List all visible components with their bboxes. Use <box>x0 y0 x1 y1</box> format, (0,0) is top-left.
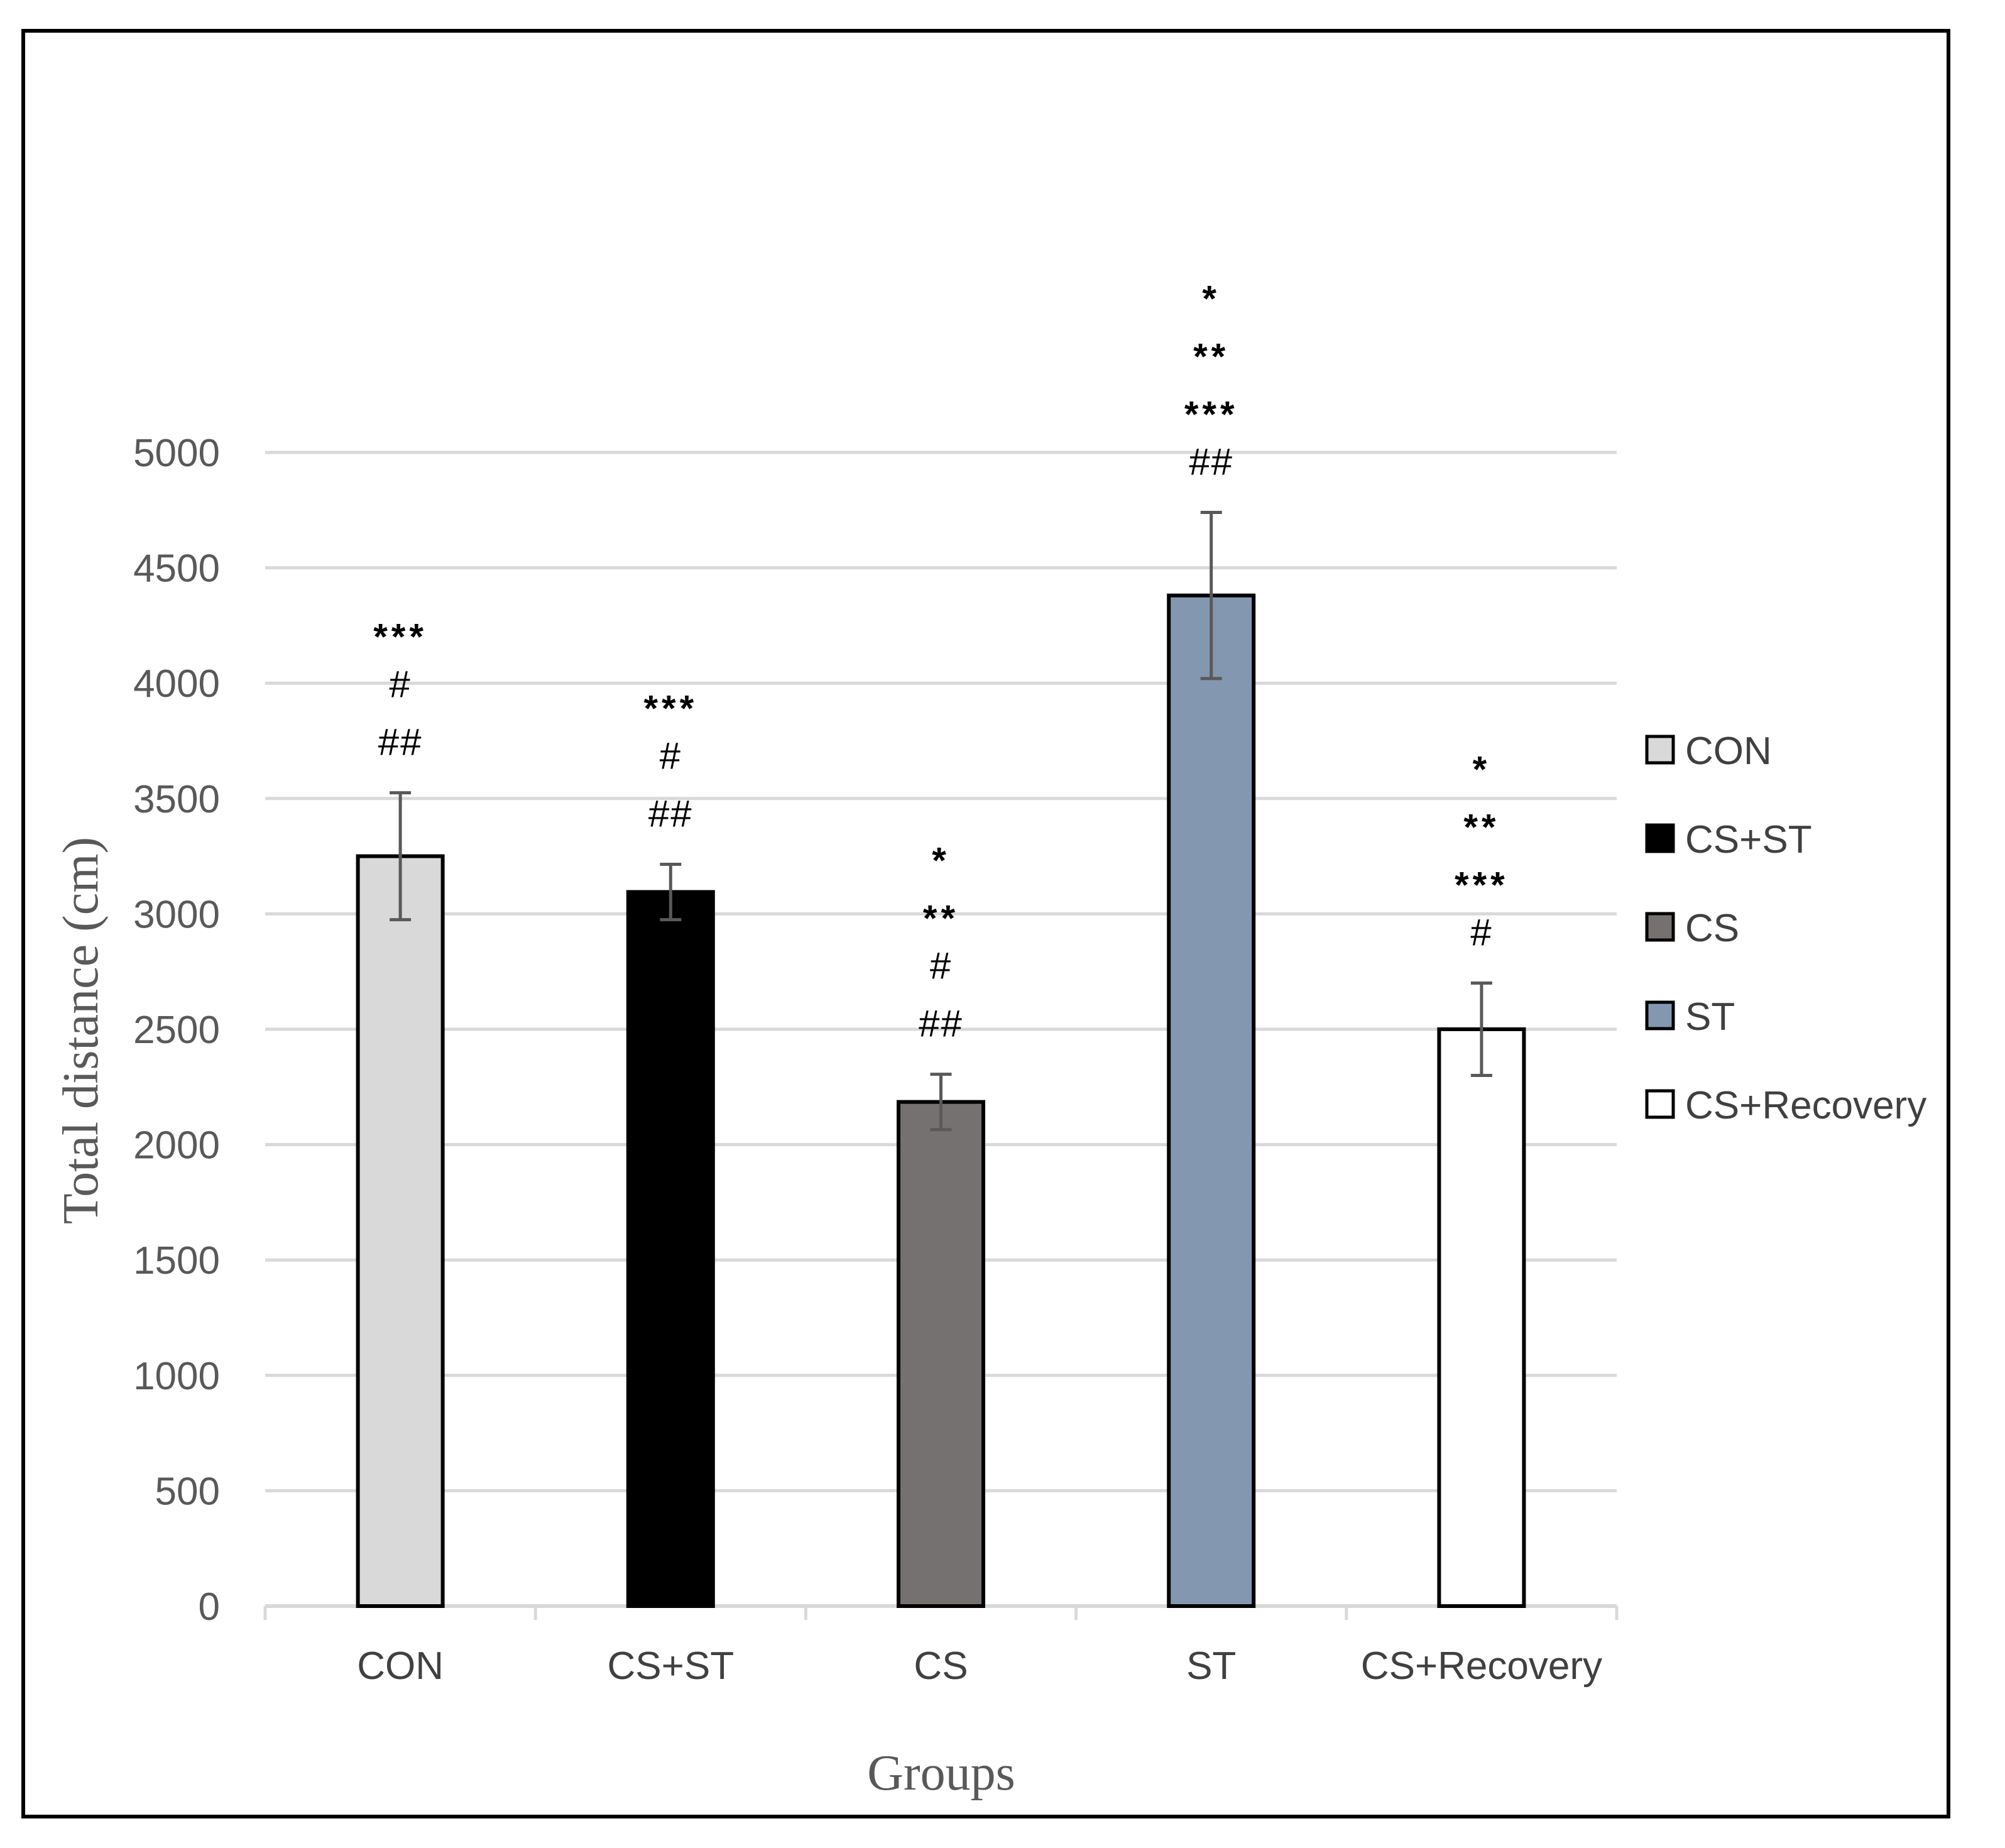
significance-label: ** <box>1193 336 1229 377</box>
bars <box>356 593 1526 1609</box>
significance-label: ## <box>1189 440 1233 483</box>
significance-annotations: ###***###***###***##******#****** <box>373 278 1509 1045</box>
y-tick-label: 500 <box>155 1470 220 1513</box>
bar-con <box>356 854 445 1608</box>
figure-frame <box>21 29 1950 1818</box>
gridlines <box>265 451 1617 1492</box>
y-tick-label: 5000 <box>133 432 220 475</box>
legend-swatch <box>1645 912 1675 942</box>
error-bars <box>390 510 1492 1132</box>
legend-label: CS <box>1685 907 1739 950</box>
category-label: CS <box>914 1644 968 1688</box>
significance-label: # <box>660 735 682 777</box>
y-tick-label: 1500 <box>133 1239 220 1282</box>
y-tick-label: 3000 <box>133 893 220 936</box>
legend-swatch <box>1645 735 1675 765</box>
bar-cs-st <box>626 890 715 1608</box>
bar-st <box>1167 593 1256 1609</box>
legend-swatch <box>1645 1000 1675 1031</box>
y-tick-label: 2500 <box>133 1009 220 1052</box>
legend: CON CS+ST CS ST CS+Recovery <box>1645 730 1926 1127</box>
x-axis <box>263 1604 1619 1620</box>
x-axis-title: Groups <box>867 1746 1015 1801</box>
bar-cs-recovery <box>1437 1027 1526 1608</box>
significance-label: ## <box>378 721 423 763</box>
significance-label: # <box>389 664 411 706</box>
y-tick-label: 1000 <box>133 1355 220 1398</box>
legend-swatch <box>1645 823 1675 853</box>
significance-label: ## <box>648 792 693 834</box>
significance-label: # <box>1470 912 1492 954</box>
significance-label: * <box>932 841 950 882</box>
y-tick-label: 2000 <box>133 1124 220 1167</box>
y-tick-label: 3500 <box>133 778 220 821</box>
y-tick-label: 4500 <box>133 547 220 591</box>
significance-label: ## <box>919 1003 963 1045</box>
significance-label: # <box>930 945 952 987</box>
category-label: ST <box>1186 1644 1236 1688</box>
significance-label: *** <box>1184 394 1238 435</box>
legend-label: CON <box>1685 730 1772 773</box>
legend-label: ST <box>1685 995 1735 1039</box>
significance-label: *** <box>373 617 427 658</box>
significance-label: * <box>1202 278 1220 319</box>
legend-swatch <box>1645 1089 1675 1119</box>
category-labels: CON CS+ST CS ST CS+Recovery <box>357 1644 1602 1688</box>
significance-label: *** <box>643 688 697 729</box>
legend-label: CS+Recovery <box>1685 1084 1926 1127</box>
y-axis-title: Total distance (cm) <box>53 837 109 1224</box>
significance-label: ** <box>923 899 959 939</box>
category-label: CS+Recovery <box>1361 1644 1602 1688</box>
significance-label: ** <box>1463 807 1499 848</box>
significance-label: *** <box>1455 865 1509 906</box>
y-tick-label: 4000 <box>133 662 220 706</box>
significance-label: * <box>1473 750 1491 790</box>
legend-label: CS+ST <box>1685 818 1812 861</box>
y-axis-ticks: 0 500 1000 1500 2000 2500 3000 3500 4000 4500 5000 <box>133 432 220 1629</box>
category-label: CS+ST <box>608 1644 735 1688</box>
category-label: CON <box>357 1644 444 1688</box>
y-tick-label: 0 <box>199 1585 220 1629</box>
bar-cs <box>897 1100 985 1608</box>
